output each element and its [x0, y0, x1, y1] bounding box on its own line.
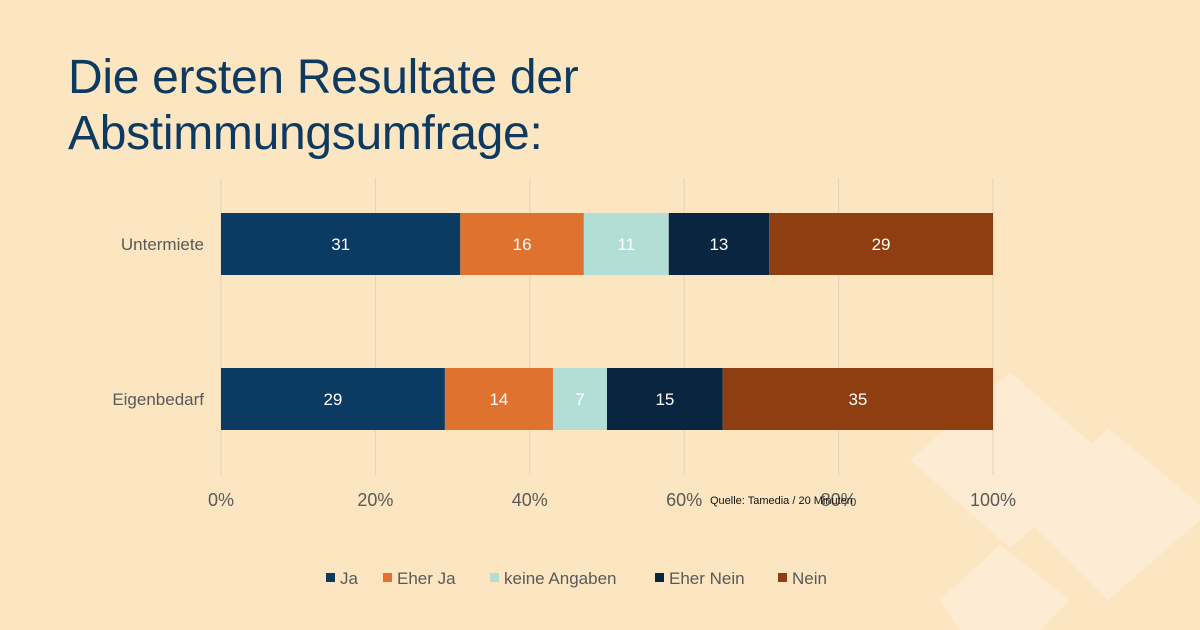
bar-segment	[460, 213, 584, 275]
title-line-2: Abstimmungsumfrage:	[68, 107, 543, 160]
legend-swatch	[383, 573, 392, 582]
bar-segment	[769, 213, 993, 275]
bar-segment	[444, 368, 553, 430]
data-label: 13	[709, 235, 728, 254]
bar-segment	[221, 368, 445, 430]
x-tick-label: 0%	[208, 490, 234, 510]
deco-diamond-3	[940, 545, 1070, 630]
page-title: Die ersten Resultate der Abstimmungsumfr…	[68, 50, 968, 162]
bar-segment	[552, 368, 607, 430]
x-tick-label: 60%	[666, 490, 702, 510]
bar-segment	[583, 213, 669, 275]
deco-diamond-2	[1020, 428, 1200, 600]
source-note: Quelle: Tamedia / 20 Minuten	[710, 495, 853, 507]
legend-label: Eher Nein	[669, 569, 745, 588]
x-tick-label: 40%	[512, 490, 548, 510]
category-label: Eigenbedarf	[112, 390, 204, 409]
data-label: 35	[848, 390, 867, 409]
legend-swatch	[490, 573, 499, 582]
legend-swatch	[326, 573, 335, 582]
bar-segment	[607, 368, 723, 430]
data-label: 11	[617, 235, 635, 254]
legend-label: Nein	[792, 569, 827, 588]
x-tick-label: 80%	[821, 490, 857, 510]
data-label: 14	[489, 390, 508, 409]
bar-segment	[722, 368, 993, 430]
category-label: Untermiete	[121, 235, 204, 254]
x-tick-label: 20%	[357, 490, 393, 510]
legend-swatch	[778, 573, 787, 582]
legend-swatch	[655, 573, 664, 582]
legend-label: keine Angaben	[504, 569, 617, 588]
bar-segment	[668, 213, 770, 275]
legend-label: Eher Ja	[397, 569, 456, 588]
legend-label: Ja	[340, 569, 359, 588]
title-line-1: Die ersten Resultate der	[68, 51, 579, 104]
data-label: 29	[872, 235, 891, 254]
bar-segment	[221, 213, 461, 275]
data-label: 15	[655, 390, 674, 409]
x-tick-label: 100%	[970, 490, 1016, 510]
data-label: 31	[331, 235, 350, 254]
data-label: 16	[513, 235, 532, 254]
data-label: 29	[323, 390, 342, 409]
data-label: 7	[575, 390, 584, 409]
